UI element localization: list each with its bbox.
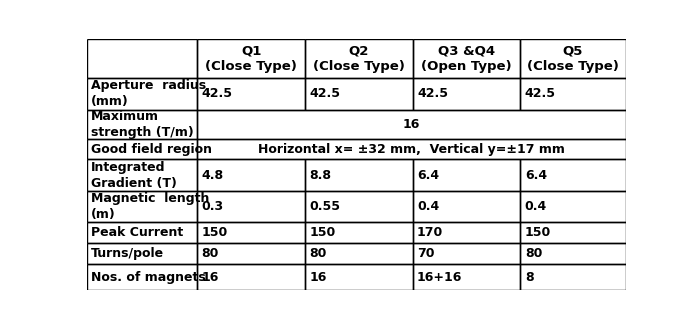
Text: 150: 150 — [309, 226, 336, 239]
Text: 0.4: 0.4 — [417, 200, 439, 213]
Text: 16+16: 16+16 — [417, 271, 462, 284]
Text: Integrated
Gradient (T): Integrated Gradient (T) — [91, 161, 177, 190]
Text: 8: 8 — [525, 271, 533, 284]
Text: 70: 70 — [417, 247, 434, 260]
Text: 42.5: 42.5 — [309, 87, 341, 100]
Text: 6.4: 6.4 — [525, 169, 547, 182]
Text: 42.5: 42.5 — [525, 87, 556, 100]
Text: 0.55: 0.55 — [309, 200, 341, 213]
Text: 0.4: 0.4 — [525, 200, 547, 213]
Text: Aperture  radius
(mm): Aperture radius (mm) — [91, 80, 206, 108]
Text: Q3 &Q4
(Open Type): Q3 &Q4 (Open Type) — [421, 44, 512, 73]
Text: 80: 80 — [309, 247, 327, 260]
Text: 42.5: 42.5 — [202, 87, 233, 100]
Text: Magnetic  length
(m): Magnetic length (m) — [91, 192, 210, 221]
Text: 0.3: 0.3 — [202, 200, 224, 213]
Text: Maximum
strength (T/m): Maximum strength (T/m) — [91, 110, 194, 139]
Text: Turns/pole: Turns/pole — [91, 247, 164, 260]
Text: 80: 80 — [202, 247, 219, 260]
Text: 150: 150 — [525, 226, 551, 239]
Text: 16: 16 — [202, 271, 219, 284]
Text: 150: 150 — [202, 226, 228, 239]
Text: Peak Current: Peak Current — [91, 226, 183, 239]
Text: Nos. of magnets: Nos. of magnets — [91, 271, 206, 284]
Text: 170: 170 — [417, 226, 443, 239]
Text: 6.4: 6.4 — [417, 169, 439, 182]
Text: Good field region: Good field region — [91, 142, 212, 156]
Text: 8.8: 8.8 — [309, 169, 332, 182]
Text: Q5
(Close Type): Q5 (Close Type) — [527, 44, 619, 73]
Text: 80: 80 — [525, 247, 542, 260]
Text: Q2
(Close Type): Q2 (Close Type) — [313, 44, 404, 73]
Text: 16: 16 — [402, 118, 420, 131]
Text: 42.5: 42.5 — [417, 87, 448, 100]
Text: Q1
(Close Type): Q1 (Close Type) — [205, 44, 297, 73]
Text: 16: 16 — [309, 271, 327, 284]
Text: Horizontal x= ±32 mm,  Vertical y=±17 mm: Horizontal x= ±32 mm, Vertical y=±17 mm — [258, 142, 565, 156]
Text: 4.8: 4.8 — [202, 169, 224, 182]
